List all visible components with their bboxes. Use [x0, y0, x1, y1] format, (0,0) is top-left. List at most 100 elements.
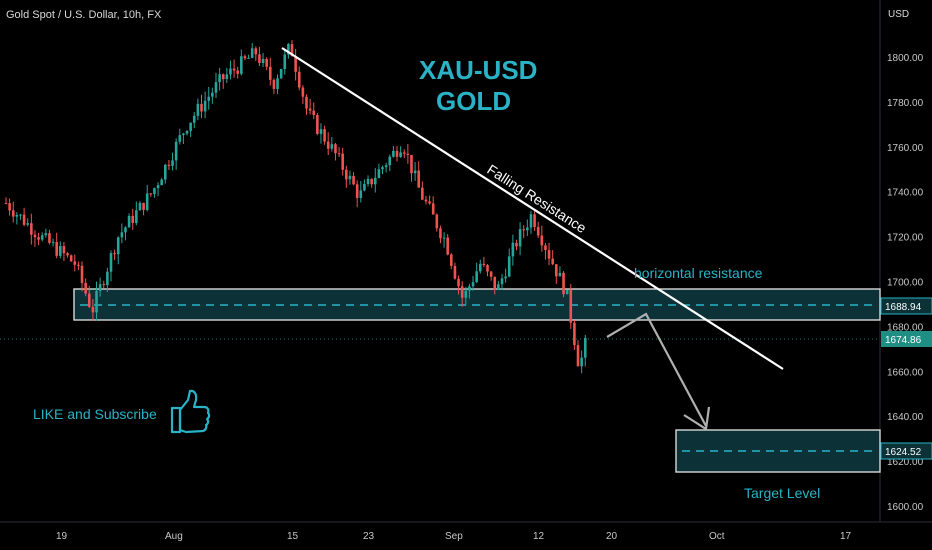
- price-tick-label: 1800.00: [887, 53, 924, 64]
- candle-body: [558, 272, 562, 277]
- candle-body: [51, 242, 55, 244]
- candle-body: [352, 175, 355, 185]
- candle-body: [73, 261, 77, 265]
- candle-body: [334, 144, 337, 154]
- candle-body: [59, 246, 62, 256]
- candle-body: [526, 227, 529, 231]
- candle-body: [116, 237, 120, 255]
- candle-body: [562, 272, 565, 295]
- candle-body: [355, 184, 359, 198]
- candle-body: [265, 58, 268, 67]
- candle-body: [565, 289, 569, 295]
- candle-body: [214, 82, 218, 93]
- candle-body: [30, 223, 33, 235]
- candle-body: [583, 337, 587, 358]
- projection-arrow-head: [683, 406, 711, 431]
- candle-body: [359, 190, 363, 198]
- candle-body: [518, 229, 522, 247]
- title-gold: GOLD: [436, 86, 511, 116]
- price-tick-label: 1760.00: [887, 143, 924, 154]
- candle-body: [106, 271, 109, 286]
- candle-body: [203, 100, 207, 112]
- candle-body: [573, 322, 576, 346]
- candle-body: [547, 250, 551, 259]
- time-tick-label: Sep: [445, 531, 463, 542]
- candle-body: [316, 115, 319, 134]
- candle-body: [406, 153, 410, 155]
- candle-body: [279, 69, 283, 79]
- falling-resistance-label: Falling Resistance: [484, 161, 589, 236]
- candle-body: [240, 56, 243, 74]
- candle-body: [247, 57, 250, 59]
- target-zone: [675, 429, 881, 473]
- candle-body: [551, 258, 554, 265]
- candle-body: [156, 185, 160, 189]
- price-tick-label: 1720.00: [887, 233, 924, 244]
- candle-body: [211, 92, 214, 97]
- candle-body: [66, 253, 69, 256]
- candle-body: [4, 202, 8, 204]
- time-tick-label: 23: [363, 531, 375, 542]
- candle-body: [424, 199, 428, 202]
- candle-body: [200, 103, 203, 112]
- candle-body: [290, 44, 294, 57]
- candle-body: [167, 164, 171, 166]
- candle-body: [341, 153, 344, 170]
- candle-body: [294, 56, 297, 72]
- time-tick-label: Aug: [165, 531, 183, 542]
- candle-body: [305, 96, 308, 109]
- candle-body: [145, 193, 149, 210]
- candle-body: [135, 210, 138, 223]
- candle-body: [529, 214, 533, 228]
- candle-body: [428, 201, 431, 204]
- falling-resistance-line[interactable]: [281, 47, 784, 370]
- candle-body: [62, 246, 66, 254]
- candle-body: [69, 255, 73, 262]
- resistance-price-text: 1688.94: [885, 302, 922, 313]
- candle-body: [348, 175, 352, 180]
- price-tick-label: 1780.00: [887, 98, 924, 109]
- projection-arrow-path[interactable]: [606, 312, 707, 427]
- price-tick-label: 1620.00: [887, 457, 924, 468]
- candle-body: [261, 58, 265, 63]
- candle-body: [192, 115, 196, 123]
- candle-body: [515, 242, 518, 247]
- candle-body: [80, 265, 84, 283]
- horizontal-resistance-label: horizontal resistance: [634, 265, 763, 281]
- candle-body: [507, 256, 511, 277]
- candle-body: [497, 284, 500, 290]
- candle-body: [580, 357, 583, 367]
- candle-body: [522, 229, 526, 231]
- candle-body: [77, 264, 80, 266]
- candle-body: [185, 130, 189, 134]
- target-price-text: 1624.52: [885, 447, 922, 458]
- candle-body: [138, 202, 142, 211]
- candle-body: [435, 214, 439, 229]
- candle-body: [131, 216, 135, 223]
- candle-body: [453, 265, 457, 279]
- time-axis-ticks: 19 Aug 15 23 Sep 12 20 Oct 17: [56, 531, 852, 542]
- candle-body: [19, 214, 22, 216]
- candle-body: [171, 160, 174, 166]
- candle-body: [540, 235, 544, 246]
- thumbs-up-icon: [170, 389, 211, 434]
- candle-body: [91, 306, 95, 313]
- candlestick-series: [4, 40, 587, 374]
- candle-body: [446, 237, 449, 255]
- candle-body: [388, 156, 392, 166]
- candle-body: [124, 227, 127, 233]
- candle-body: [102, 284, 106, 286]
- candle-body: [127, 216, 131, 228]
- like-subscribe-label: LIKE and Subscribe: [33, 406, 157, 422]
- title-xau-usd: XAU-USD: [419, 55, 537, 85]
- candle-body: [15, 214, 19, 217]
- target-level-label: Target Level: [744, 485, 820, 501]
- last-price-badge: [881, 331, 932, 347]
- price-tick-label: 1680.00: [887, 322, 924, 333]
- time-tick-label: 12: [533, 531, 545, 542]
- candle-body: [218, 74, 221, 83]
- candle-body: [276, 78, 279, 89]
- candle-body: [153, 188, 156, 195]
- candle-body: [486, 265, 489, 272]
